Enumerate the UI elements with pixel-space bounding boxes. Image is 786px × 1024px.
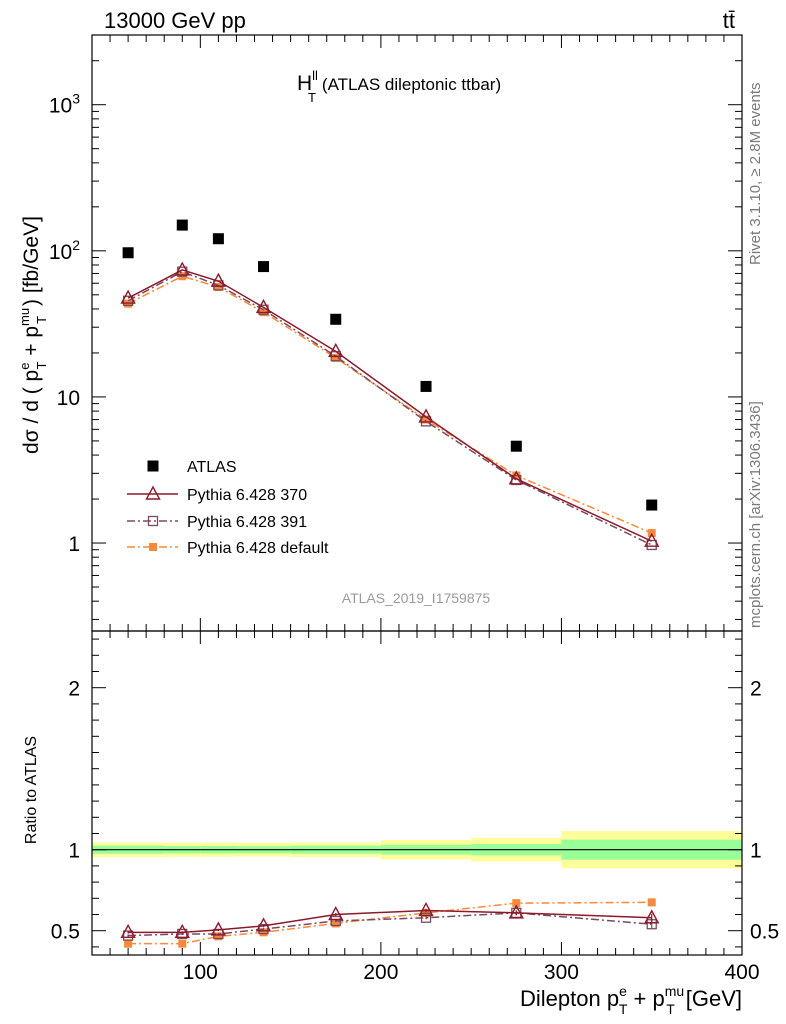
mcplots-label: mcplots.cern.ch [arXiv:1306.3436] — [747, 401, 764, 628]
main-point-data — [510, 440, 522, 452]
main-point-s370 — [644, 532, 660, 547]
main-point-data — [258, 261, 270, 273]
analysis-id: ATLAS_2019_I1759875 — [342, 590, 491, 606]
ratio-point-sdef — [124, 939, 133, 948]
legend-label-sdef: Pythia 6.428 default — [187, 540, 329, 557]
ratio-point-s370 — [210, 921, 227, 936]
legend: ATLAS Pythia 6.428 370 Pythia 6.428 391 Pyt… — [127, 459, 329, 557]
main-point-s370 — [255, 298, 272, 314]
y-tick-label: 10 — [57, 387, 80, 410]
main-point-s370 — [418, 408, 434, 423]
ratio-point-s370 — [644, 909, 660, 924]
main-point-sdef — [422, 415, 431, 424]
ratio-point-s370 — [174, 923, 190, 939]
ratio-point-s370 — [120, 923, 136, 939]
main-point-data — [420, 380, 432, 392]
ratio-y-tick-label: 2 — [68, 678, 80, 701]
data-series — [120, 219, 660, 948]
ratio-line-s370 — [128, 909, 652, 934]
legend-marker-s391 — [147, 515, 159, 527]
main-y-axis-label: dσ / d ( pe T + pmu T) [fb/GeV] — [17, 216, 49, 454]
ratio-point-s391 — [330, 915, 341, 927]
ratio-point-s370 — [255, 917, 272, 932]
main-point-s370 — [120, 289, 136, 304]
x-tick-label: 400 — [724, 961, 759, 984]
x-tick-label: 200 — [363, 961, 398, 984]
ratio-y-tick-label-right: 2 — [750, 678, 762, 701]
legend-label-s391: Pythia 6.428 391 — [187, 514, 307, 531]
y-tick-label: 103 — [49, 91, 80, 118]
tick-labels: 100 200 300 400 1 10 102 103 0.5 0.5 1 1 2 2 — [49, 91, 779, 984]
main-point-s370 — [508, 470, 524, 485]
ratio-y-tick-label: 0.5 — [51, 921, 80, 944]
ratio-y-tick-label: 1 — [68, 840, 80, 863]
x-tick-label: 300 — [544, 961, 579, 984]
x-axis-label: Dilepton pe T + pmu T [GeV] — [520, 983, 742, 1017]
y-tick-label: 102 — [49, 237, 80, 264]
process-label: tt̄ — [723, 8, 735, 33]
ratio-y-axis-label: Ratio to ATLAS — [23, 736, 40, 844]
ratio-point-sdef — [259, 928, 268, 937]
ratio-point-s391 — [420, 912, 432, 923]
legend-marker-s370 — [145, 485, 161, 500]
ratio-reference-bands — [92, 831, 742, 869]
main-point-sdef — [331, 353, 340, 362]
ratio-line-s391 — [128, 912, 652, 937]
rivet-label: Rivet 3.1.10, ≥ 2.8M events — [747, 83, 764, 266]
main-line-s370 — [127, 269, 653, 542]
main-point-data — [646, 499, 658, 511]
legend-label-s370: Pythia 6.428 370 — [187, 487, 307, 504]
ratio-y-tick-label-right: 0.5 — [750, 921, 779, 944]
main-point-sdef — [214, 283, 223, 292]
ratio-point-s370 — [328, 906, 344, 921]
ratio-y-tick-label-right: 1 — [750, 840, 762, 863]
ratio-point-s370 — [508, 904, 524, 919]
main-point-data — [122, 247, 134, 259]
ratio-point-sdef — [214, 932, 223, 941]
main-line-sdef — [127, 275, 653, 534]
main-point-s370 — [174, 261, 190, 276]
energy-label: 13000 GeV pp — [104, 8, 246, 33]
ratio-point-sdef — [512, 899, 521, 908]
ratio-panel-frame — [91, 630, 743, 956]
main-point-s391 — [646, 539, 657, 551]
main-point-s370 — [210, 272, 227, 287]
main-point-s370 — [328, 342, 344, 358]
ratio-point-sdef — [647, 898, 656, 907]
legend-label-data: ATLAS — [187, 459, 237, 476]
x-tick-label: 100 — [183, 961, 218, 984]
legend-marker-data — [147, 460, 159, 472]
ratio-point-sdef — [331, 919, 340, 928]
ratio-point-s370 — [418, 901, 434, 917]
main-point-data — [212, 233, 224, 245]
ratio-point-sdef — [178, 939, 187, 948]
main-point-data — [176, 219, 188, 231]
main-point-data — [330, 313, 342, 325]
legend-marker-sdef — [149, 543, 157, 551]
y-tick-label: 1 — [68, 533, 80, 556]
plot-title: Hll T(ATLAS dileptonic ttbar) — [297, 68, 501, 105]
ratio-line-sdef — [128, 901, 652, 945]
